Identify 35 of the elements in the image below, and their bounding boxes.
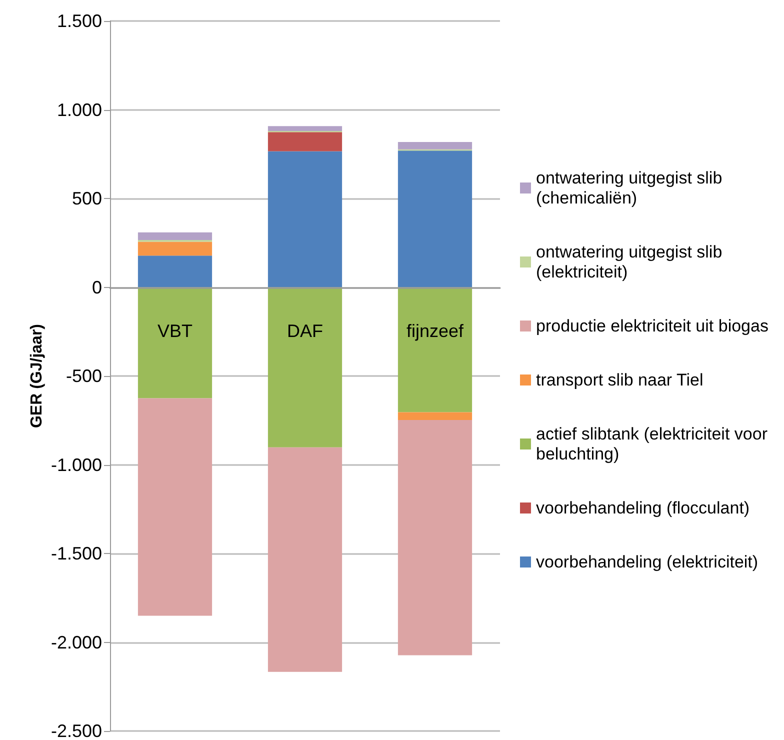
bar [138, 287, 212, 398]
bar [398, 412, 472, 420]
bar [398, 142, 472, 150]
y-tick-label: -1.000 [50, 454, 102, 475]
y-tick-label: 1.000 [56, 100, 102, 120]
bar [268, 151, 342, 288]
y-tick-label: -2.000 [50, 632, 102, 652]
legend-label: ontwatering uitgegist slib (chemicaliën) [536, 168, 727, 208]
bar [268, 287, 342, 448]
bar [398, 287, 472, 412]
y-axis-title: GER (GJ/jaar) [28, 324, 46, 428]
legend-label: voorbehandeling (elektriciteit) [536, 552, 758, 572]
bar [138, 398, 212, 616]
bar [268, 132, 342, 152]
legend-label: actief slibtank (elektriciteit voor beluchting) [536, 424, 772, 464]
y-tick-label: 1.500 [56, 11, 102, 31]
bar [268, 126, 342, 132]
legend-label: voorbehandeling (flocculant) [536, 498, 750, 518]
y-tick-label: -1.500 [50, 544, 102, 564]
legend-label: transport slib naar Tiel [536, 370, 704, 390]
x-tick-label: DAF [287, 321, 324, 342]
bar [138, 256, 212, 288]
y-tick-label: 500 [72, 188, 102, 208]
x-tick-label: VBT [157, 321, 193, 342]
bar [138, 242, 212, 256]
legend-label: productie elektriciteit uit biogas [536, 316, 768, 336]
bar [138, 232, 212, 240]
y-tick-label: 0 [92, 277, 102, 298]
y-tick-label: -500 [66, 366, 102, 386]
bar [398, 420, 472, 656]
legend-label: ontwatering uitgegist slib (elektriciteit) [536, 242, 727, 282]
y-tick-label: -2.500 [50, 721, 102, 740]
bar [268, 447, 342, 672]
x-tick-label: fijnzeef [406, 321, 465, 342]
bar [398, 150, 472, 288]
